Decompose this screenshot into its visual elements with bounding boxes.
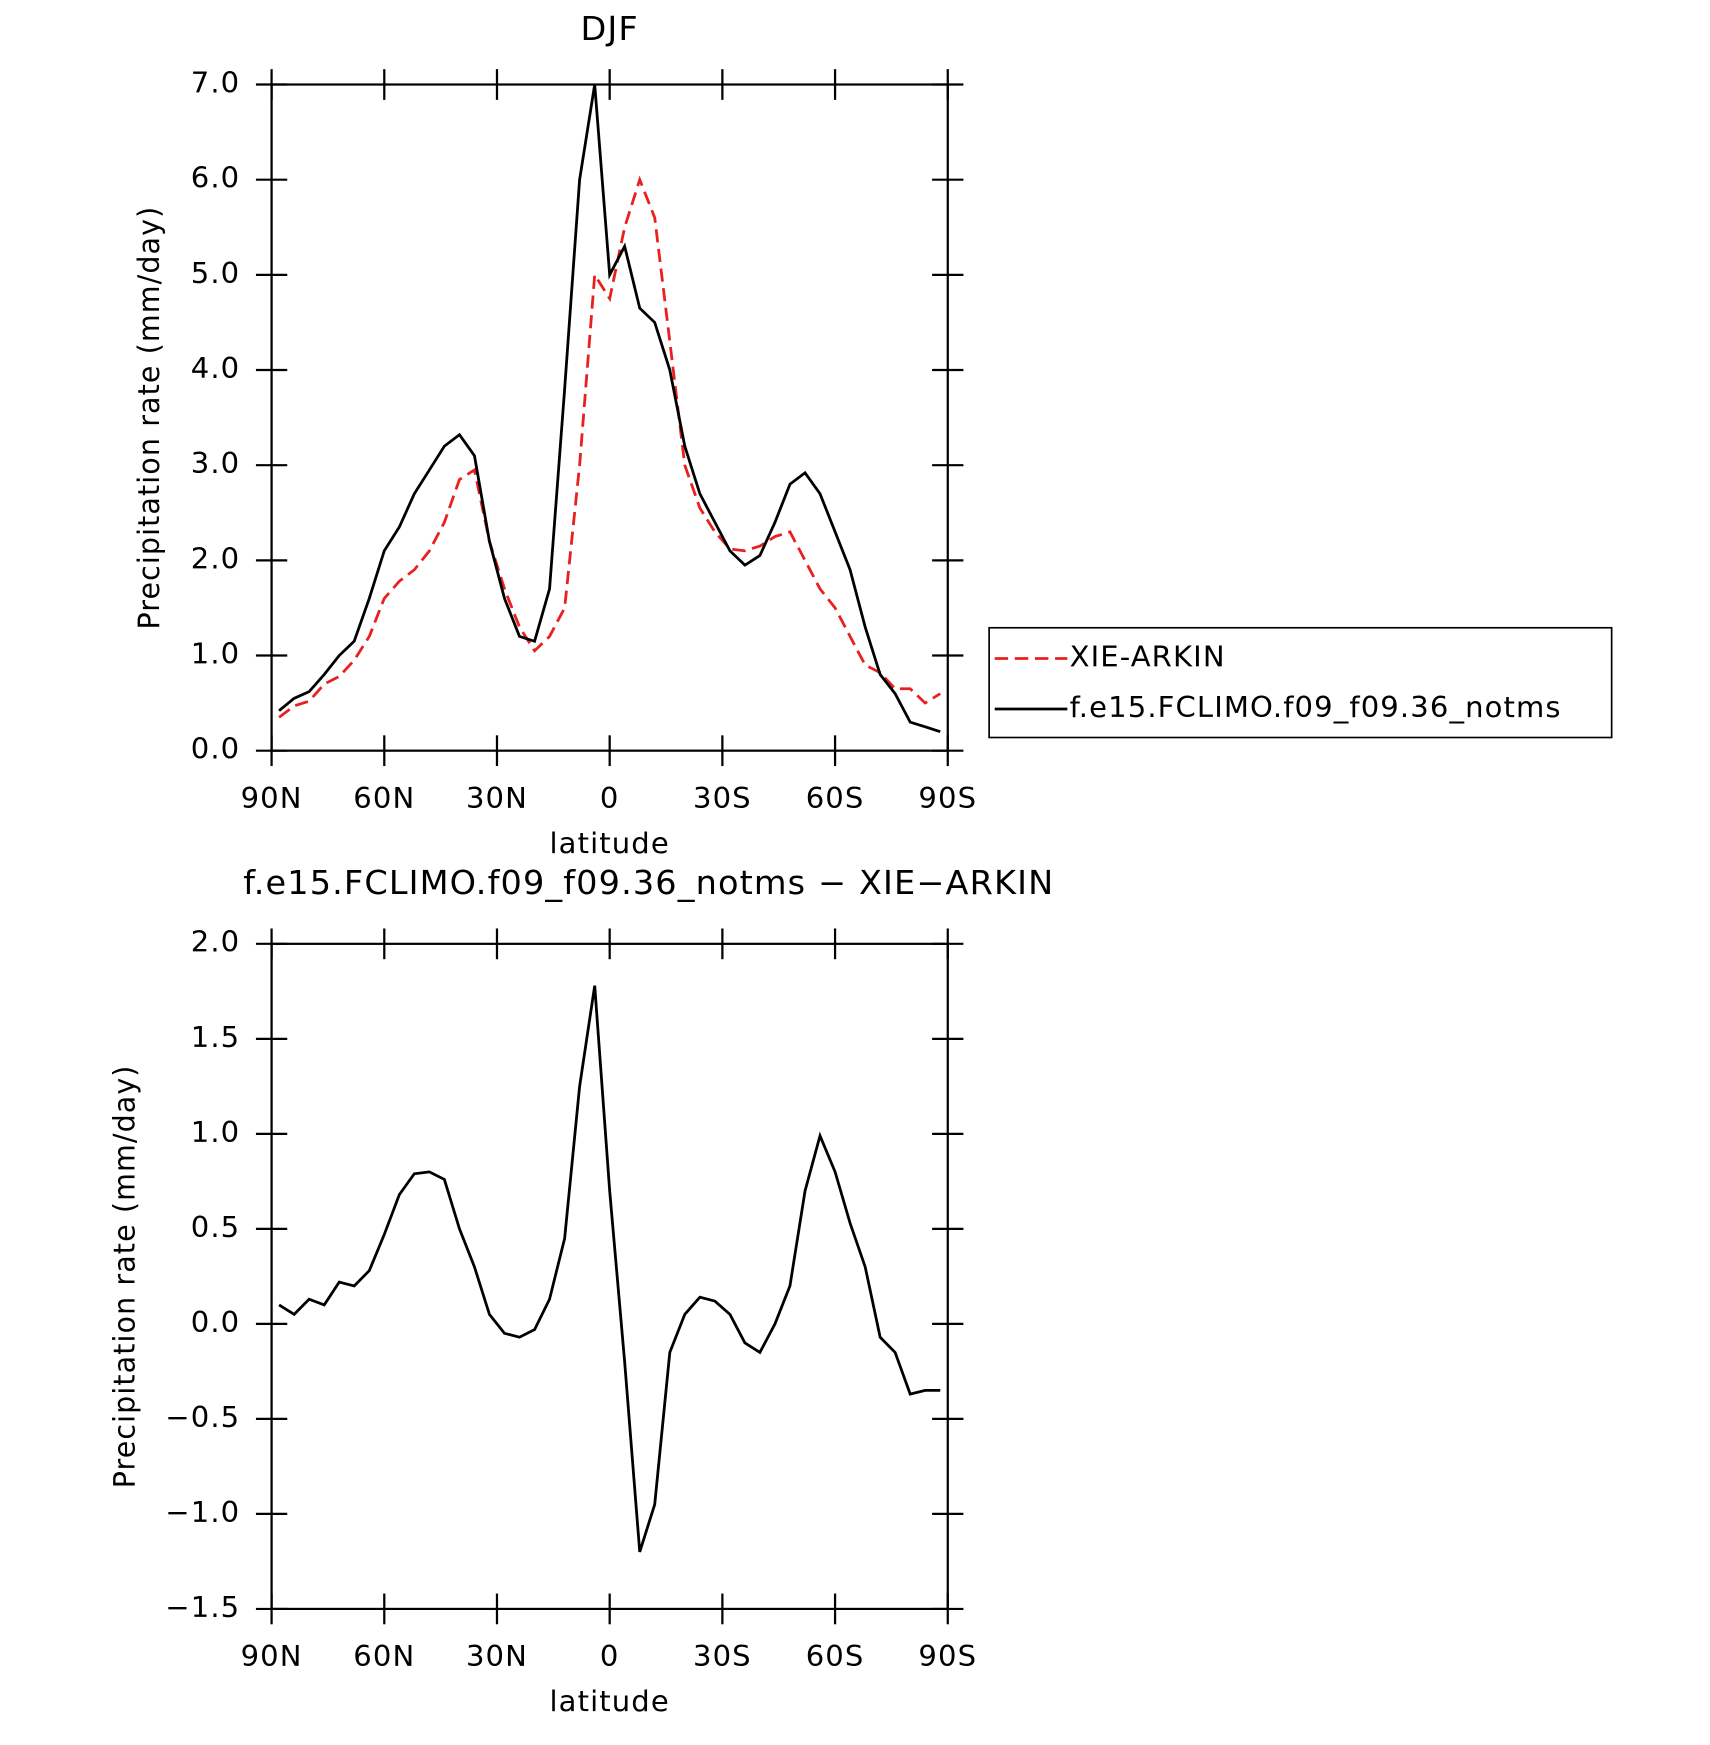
x-tick-label: 0 xyxy=(600,781,620,815)
y-tick-label: 7.0 xyxy=(191,66,241,100)
plot-frame xyxy=(270,83,949,752)
y-tick-label: 2.0 xyxy=(191,925,241,959)
y-tick-label: 1.0 xyxy=(191,637,241,671)
x-tick-label: 60S xyxy=(806,1639,865,1673)
x-tick-label: 30S xyxy=(693,781,752,815)
y-axis-label: Precipitation rate (mm/day) xyxy=(107,1064,141,1488)
y-tick-label: 1.0 xyxy=(191,1115,241,1149)
y-tick-label: 3.0 xyxy=(191,446,241,480)
y-tick-label: −0.5 xyxy=(165,1400,240,1434)
x-tick-label: 90N xyxy=(241,1639,303,1673)
y-tick-label: −1.0 xyxy=(165,1495,240,1529)
x-axis-label: latitude xyxy=(549,826,669,860)
x-tick-label: 90N xyxy=(241,781,303,815)
x-tick-label: 30S xyxy=(693,1639,752,1673)
plot-frame xyxy=(270,942,949,1611)
data-line xyxy=(278,84,941,733)
y-tick-label: −1.5 xyxy=(165,1590,240,1624)
x-tick-label: 30N xyxy=(466,781,528,815)
y-tick-label: 6.0 xyxy=(191,161,241,195)
x-tick-label: 60S xyxy=(806,781,865,815)
y-tick-label: 2.0 xyxy=(191,542,241,576)
data-line xyxy=(278,985,941,1553)
data-line xyxy=(278,175,942,719)
y-tick-label: 0.5 xyxy=(191,1210,241,1244)
x-tick-label: 60N xyxy=(353,781,415,815)
y-tick-label: 0.0 xyxy=(191,732,241,766)
y-tick-label: 4.0 xyxy=(191,351,241,385)
y-tick-label: 1.5 xyxy=(191,1020,241,1054)
x-axis-label: latitude xyxy=(549,1684,669,1718)
y-axis-label: Precipitation rate (mm/day) xyxy=(132,206,166,630)
x-tick-label: 0 xyxy=(600,1639,620,1673)
legend-label: f.e15.FCLIMO.f09_f09.36_notms xyxy=(1070,690,1562,724)
x-tick-label: 90S xyxy=(918,1639,977,1673)
chart-title: DJF xyxy=(581,9,639,48)
x-tick-label: 60N xyxy=(353,1639,415,1673)
legend-label: XIE-ARKIN xyxy=(1070,640,1226,674)
y-tick-label: 5.0 xyxy=(191,256,241,290)
y-tick-label: 0.0 xyxy=(191,1305,241,1339)
chart-title: f.e15.FCLIMO.f09_f09.36_notms − XIE−ARKI… xyxy=(243,863,1054,902)
x-tick-label: 90S xyxy=(918,781,977,815)
legend-box xyxy=(988,626,1613,739)
x-tick-label: 30N xyxy=(466,1639,528,1673)
